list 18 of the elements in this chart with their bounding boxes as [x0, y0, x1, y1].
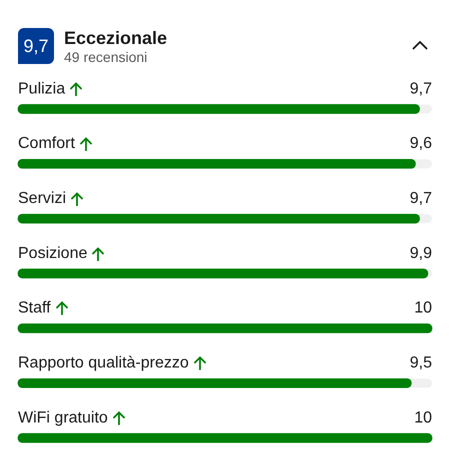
data-label: 9,9 [410, 244, 432, 262]
bar [18, 268, 428, 278]
data-label: 9,5 [410, 354, 432, 372]
y-tick-label: Comfort [18, 135, 76, 152]
data-label: 9,7 [410, 190, 432, 208]
y-tick-label: WiFi gratuito [18, 409, 108, 426]
chart-title: Eccezionale [64, 27, 168, 49]
y-tick-label: Posizione [18, 244, 88, 262]
y-tick-label: Pulizia [18, 80, 66, 98]
text: 9,7 [23, 36, 49, 56]
y-tick-label: Servizi [18, 190, 66, 208]
y-tick-label: Rapporto qualità-prezzo [18, 354, 189, 372]
data-label: 9,7 [410, 80, 432, 98]
data-label: 9,6 [410, 135, 432, 152]
data-label: 10 [414, 409, 432, 426]
chart-subtitle: 49 recensioni [64, 49, 148, 66]
data-label: 10 [414, 300, 432, 317]
y-tick-label: Staff [18, 300, 52, 317]
